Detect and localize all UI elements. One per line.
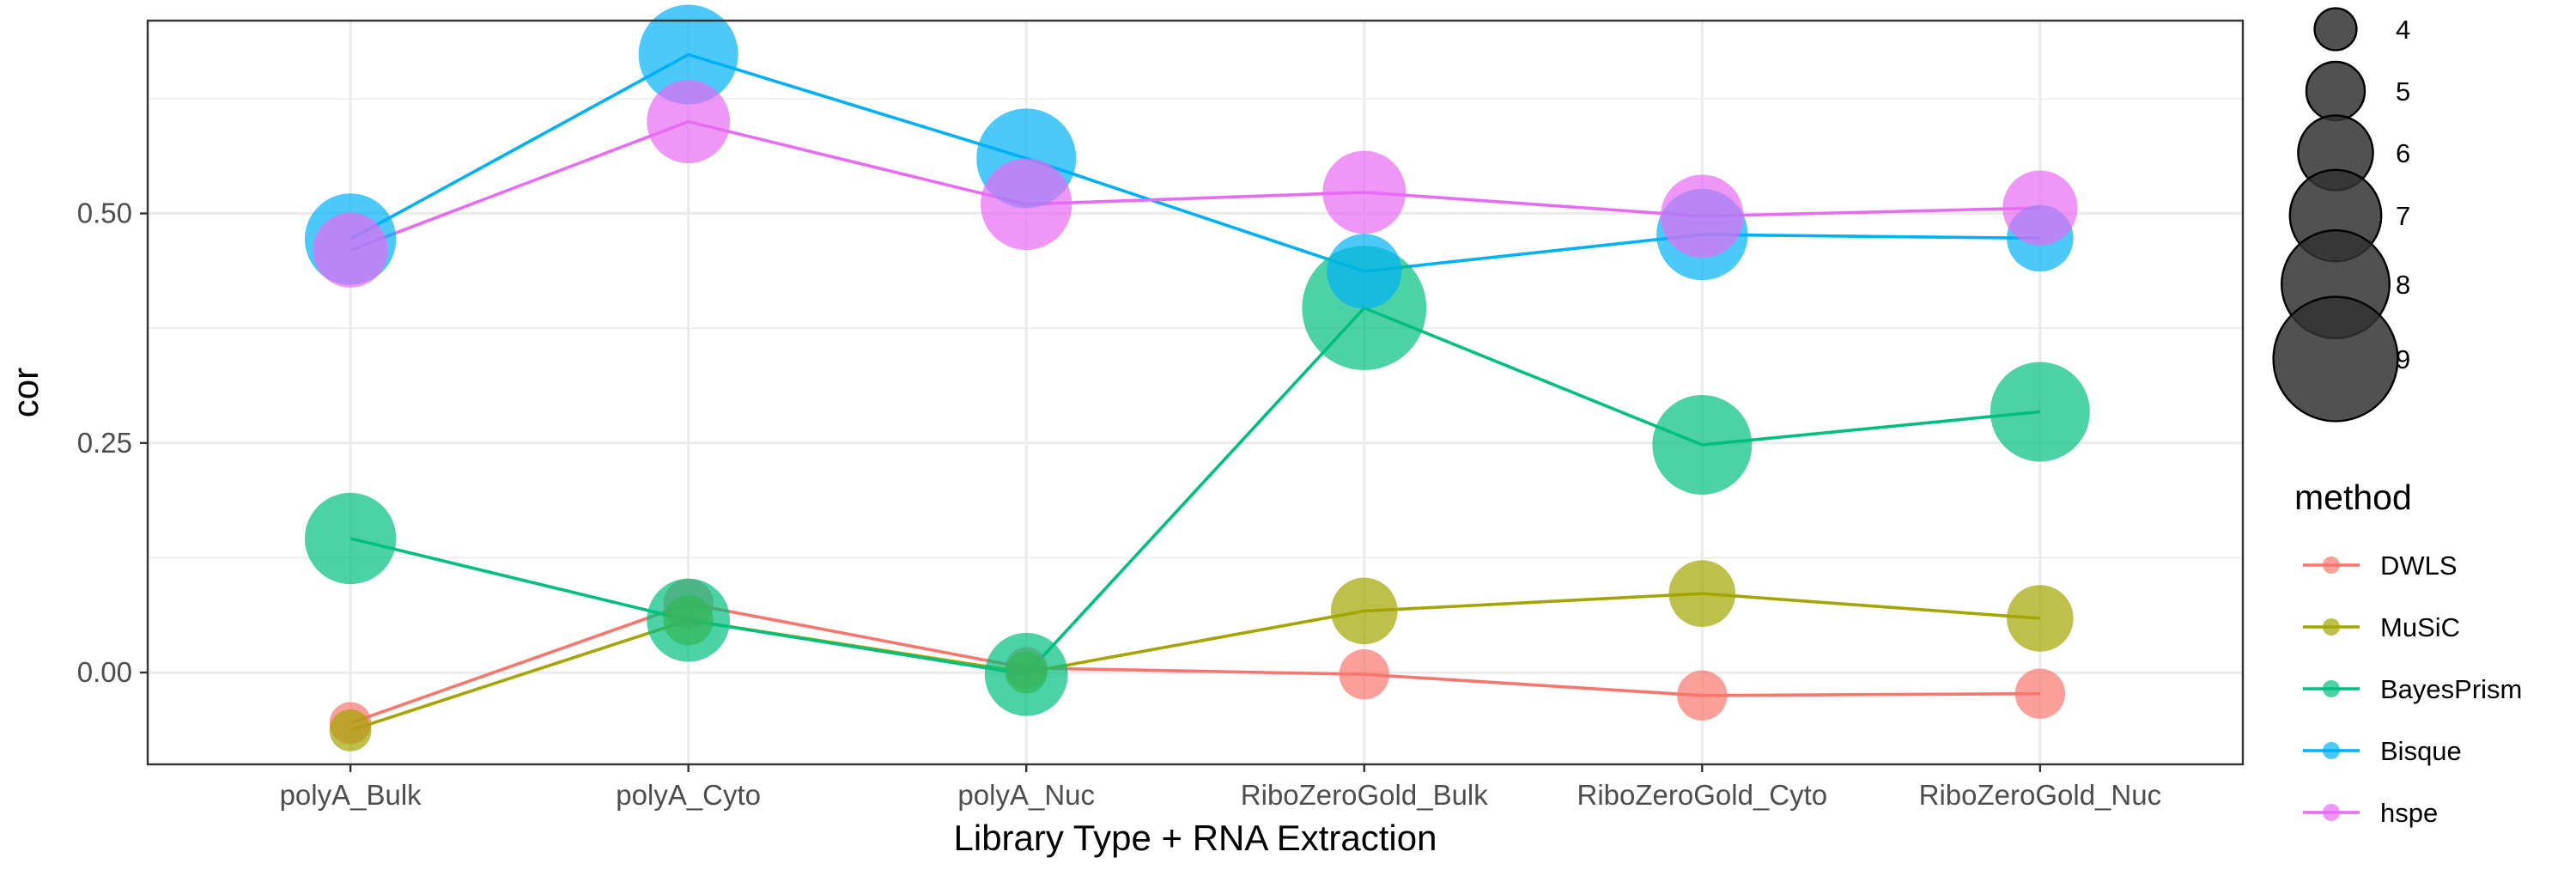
x-tick-label: RiboZeroGold_Bulk bbox=[1241, 779, 1488, 811]
x-tick-label: RiboZeroGold_Nuc bbox=[1919, 779, 2161, 811]
size-legend-symbol bbox=[2305, 60, 2366, 122]
x-tick-label: polyA_Cyto bbox=[616, 779, 761, 811]
x-tick-label: polyA_Bulk bbox=[280, 779, 422, 811]
data-point-hspe bbox=[1660, 174, 1744, 259]
legend-label: MuSiC bbox=[2380, 612, 2460, 642]
data-point-music bbox=[2007, 585, 2074, 652]
data-point-bayesprism bbox=[304, 492, 397, 585]
size-legend-label: 4 bbox=[2396, 15, 2410, 45]
legend-key-point bbox=[2323, 557, 2340, 574]
legend-key-point bbox=[2323, 742, 2340, 759]
data-point-dwls bbox=[1677, 670, 1728, 721]
color-legend: method DWLS MuSiC BayesPrism Bisque hspe bbox=[2294, 478, 2522, 828]
x-tick-label: polyA_Nuc bbox=[957, 779, 1095, 811]
data-point-dwls bbox=[1339, 649, 1389, 700]
size-legend-symbol bbox=[2313, 7, 2358, 52]
data-point-music bbox=[329, 709, 372, 751]
data-point-music bbox=[1668, 560, 1736, 627]
plot-panel bbox=[148, 21, 2243, 764]
legend-label: BayesPrism bbox=[2380, 674, 2522, 704]
legend-key-point bbox=[2323, 618, 2340, 636]
data-point-bayesprism bbox=[1652, 394, 1753, 495]
y-axis: 0.00 0.25 0.50 bbox=[77, 198, 148, 688]
data-point-bayesprism bbox=[1990, 362, 2090, 462]
legend-key-point bbox=[2323, 804, 2340, 821]
data-point-hspe bbox=[647, 80, 731, 164]
y-tick-label: 0.00 bbox=[77, 656, 132, 688]
legend-label: DWLS bbox=[2380, 551, 2458, 581]
data-point-bisque bbox=[638, 4, 738, 105]
legend-title: method bbox=[2294, 478, 2412, 517]
x-axis: polyA_Bulk polyA_Cyto polyA_Nuc RiboZeroGol… bbox=[280, 764, 2161, 811]
y-tick-label: 0.50 bbox=[77, 198, 132, 229]
series-line-dwls bbox=[349, 602, 2040, 725]
x-axis-title: Library Type + RNA Extraction bbox=[954, 818, 1437, 858]
series-line-bisque bbox=[349, 52, 2040, 273]
legend-label: Bisque bbox=[2380, 736, 2462, 766]
data-point-music bbox=[1330, 577, 1398, 645]
series-lines bbox=[349, 52, 2041, 733]
size-legend-symbol bbox=[2272, 295, 2399, 423]
series-line-hspe bbox=[349, 119, 2040, 252]
series-line-music bbox=[349, 592, 2041, 733]
data-point-bayesprism bbox=[984, 632, 1068, 716]
size-legend-label: 7 bbox=[2396, 201, 2410, 231]
y-axis-title: cor bbox=[5, 368, 46, 417]
plot-panel-border bbox=[146, 19, 2245, 766]
size-legend: 4 5 6 7 8 9 bbox=[2272, 7, 2410, 423]
data-point-bayesprism bbox=[647, 578, 731, 662]
data-point-hspe bbox=[313, 212, 388, 288]
x-tick-label: RiboZeroGold_Cyto bbox=[1577, 779, 1828, 811]
size-legend-label: 8 bbox=[2396, 270, 2410, 300]
legend-label: hspe bbox=[2380, 798, 2438, 828]
legend-key-point bbox=[2323, 680, 2340, 697]
data-point-bisque bbox=[1327, 234, 1402, 309]
data-point-hspe bbox=[981, 158, 1072, 251]
size-legend-label: 5 bbox=[2396, 76, 2410, 106]
y-tick-label: 0.25 bbox=[77, 427, 132, 459]
size-legend-label: 6 bbox=[2396, 138, 2410, 168]
size-legend-label: 9 bbox=[2396, 344, 2410, 374]
data-point-hspe bbox=[1322, 150, 1406, 234]
data-point-dwls bbox=[2014, 668, 2066, 719]
series-line-bayesprism bbox=[349, 306, 2041, 677]
series-points bbox=[304, 4, 2090, 751]
data-point-hspe bbox=[2002, 170, 2078, 246]
